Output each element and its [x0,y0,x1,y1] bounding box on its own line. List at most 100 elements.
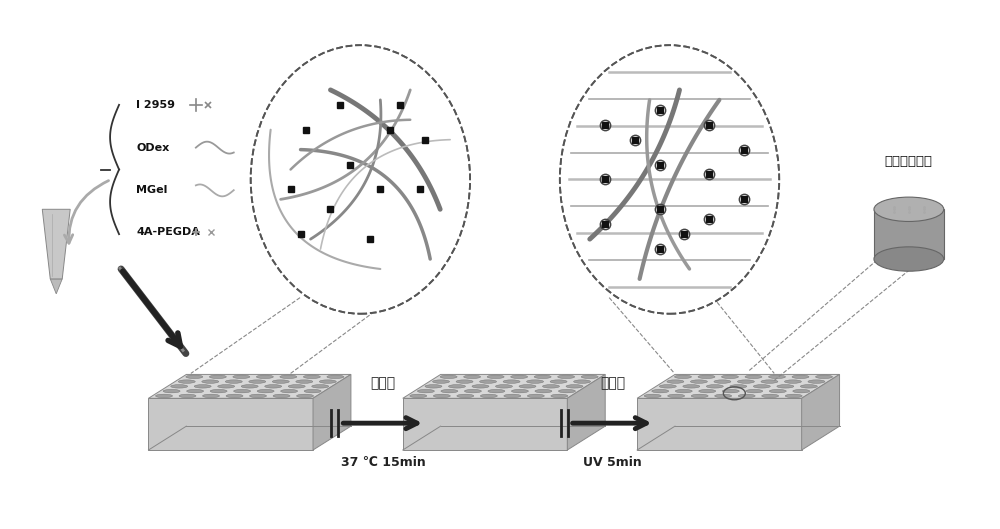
Ellipse shape [706,385,723,388]
Ellipse shape [273,394,290,398]
Ellipse shape [574,380,591,384]
Ellipse shape [327,375,344,379]
Ellipse shape [280,375,297,379]
Ellipse shape [303,375,320,379]
Polygon shape [567,375,605,450]
Ellipse shape [178,380,195,384]
Ellipse shape [800,385,817,388]
Ellipse shape [496,385,512,388]
Ellipse shape [737,380,754,384]
Ellipse shape [186,375,203,379]
Ellipse shape [769,389,786,393]
Ellipse shape [558,375,575,379]
Ellipse shape [226,394,243,398]
Text: 双网络水凝胶: 双网络水凝胶 [885,154,933,168]
Ellipse shape [738,394,755,398]
Polygon shape [874,209,944,259]
Ellipse shape [503,380,520,384]
Ellipse shape [511,389,528,393]
Ellipse shape [722,375,738,379]
Ellipse shape [265,385,282,388]
Ellipse shape [722,389,739,393]
Ellipse shape [440,375,457,379]
Ellipse shape [257,389,274,393]
Polygon shape [637,398,802,450]
Ellipse shape [816,375,832,379]
Ellipse shape [659,385,676,388]
Ellipse shape [762,394,779,398]
Ellipse shape [179,394,196,398]
Ellipse shape [233,375,250,379]
Polygon shape [637,375,840,398]
Ellipse shape [425,385,442,388]
Ellipse shape [456,380,473,384]
Ellipse shape [874,247,944,271]
Ellipse shape [769,375,785,379]
Ellipse shape [417,389,434,393]
Ellipse shape [472,385,489,388]
Ellipse shape [675,375,691,379]
Ellipse shape [566,385,583,388]
Ellipse shape [250,394,267,398]
Ellipse shape [209,375,226,379]
Ellipse shape [202,380,219,384]
Ellipse shape [551,394,568,398]
Ellipse shape [761,380,778,384]
Ellipse shape [535,389,552,393]
Ellipse shape [194,385,211,388]
Ellipse shape [793,389,810,393]
Ellipse shape [203,394,219,398]
Ellipse shape [714,380,731,384]
Ellipse shape [171,385,188,388]
Ellipse shape [272,380,289,384]
Ellipse shape [558,389,575,393]
Polygon shape [802,375,840,450]
Ellipse shape [218,385,235,388]
Polygon shape [403,398,567,450]
Ellipse shape [187,389,204,393]
Ellipse shape [297,394,314,398]
Ellipse shape [464,375,481,379]
Ellipse shape [241,385,258,388]
Ellipse shape [319,380,336,384]
Ellipse shape [690,380,707,384]
Polygon shape [42,209,70,279]
Ellipse shape [534,375,551,379]
Ellipse shape [808,380,825,384]
Ellipse shape [581,375,598,379]
Ellipse shape [519,385,536,388]
Ellipse shape [511,375,528,379]
Ellipse shape [251,45,470,314]
Ellipse shape [785,394,802,398]
Ellipse shape [527,380,544,384]
Text: 37 ℃ 15min: 37 ℃ 15min [341,457,426,469]
Ellipse shape [667,380,684,384]
Ellipse shape [652,389,669,393]
Ellipse shape [296,380,313,384]
Ellipse shape [464,389,481,393]
Ellipse shape [753,385,770,388]
Ellipse shape [225,380,242,384]
Ellipse shape [784,380,801,384]
Ellipse shape [457,394,474,398]
Ellipse shape [304,389,321,393]
Ellipse shape [644,394,661,398]
Ellipse shape [234,389,251,393]
Ellipse shape [746,389,763,393]
Ellipse shape [683,385,700,388]
Ellipse shape [699,389,716,393]
Text: 4A-PEGDA: 4A-PEGDA [136,227,200,237]
Ellipse shape [410,394,427,398]
Text: 第一步: 第一步 [371,376,396,390]
Ellipse shape [675,389,692,393]
Ellipse shape [527,394,544,398]
Text: MGel: MGel [136,185,167,195]
Text: I 2959: I 2959 [136,100,175,110]
Ellipse shape [480,380,497,384]
Ellipse shape [312,385,329,388]
Ellipse shape [668,394,685,398]
Ellipse shape [256,375,273,379]
Ellipse shape [792,375,809,379]
Ellipse shape [288,385,305,388]
Ellipse shape [691,394,708,398]
